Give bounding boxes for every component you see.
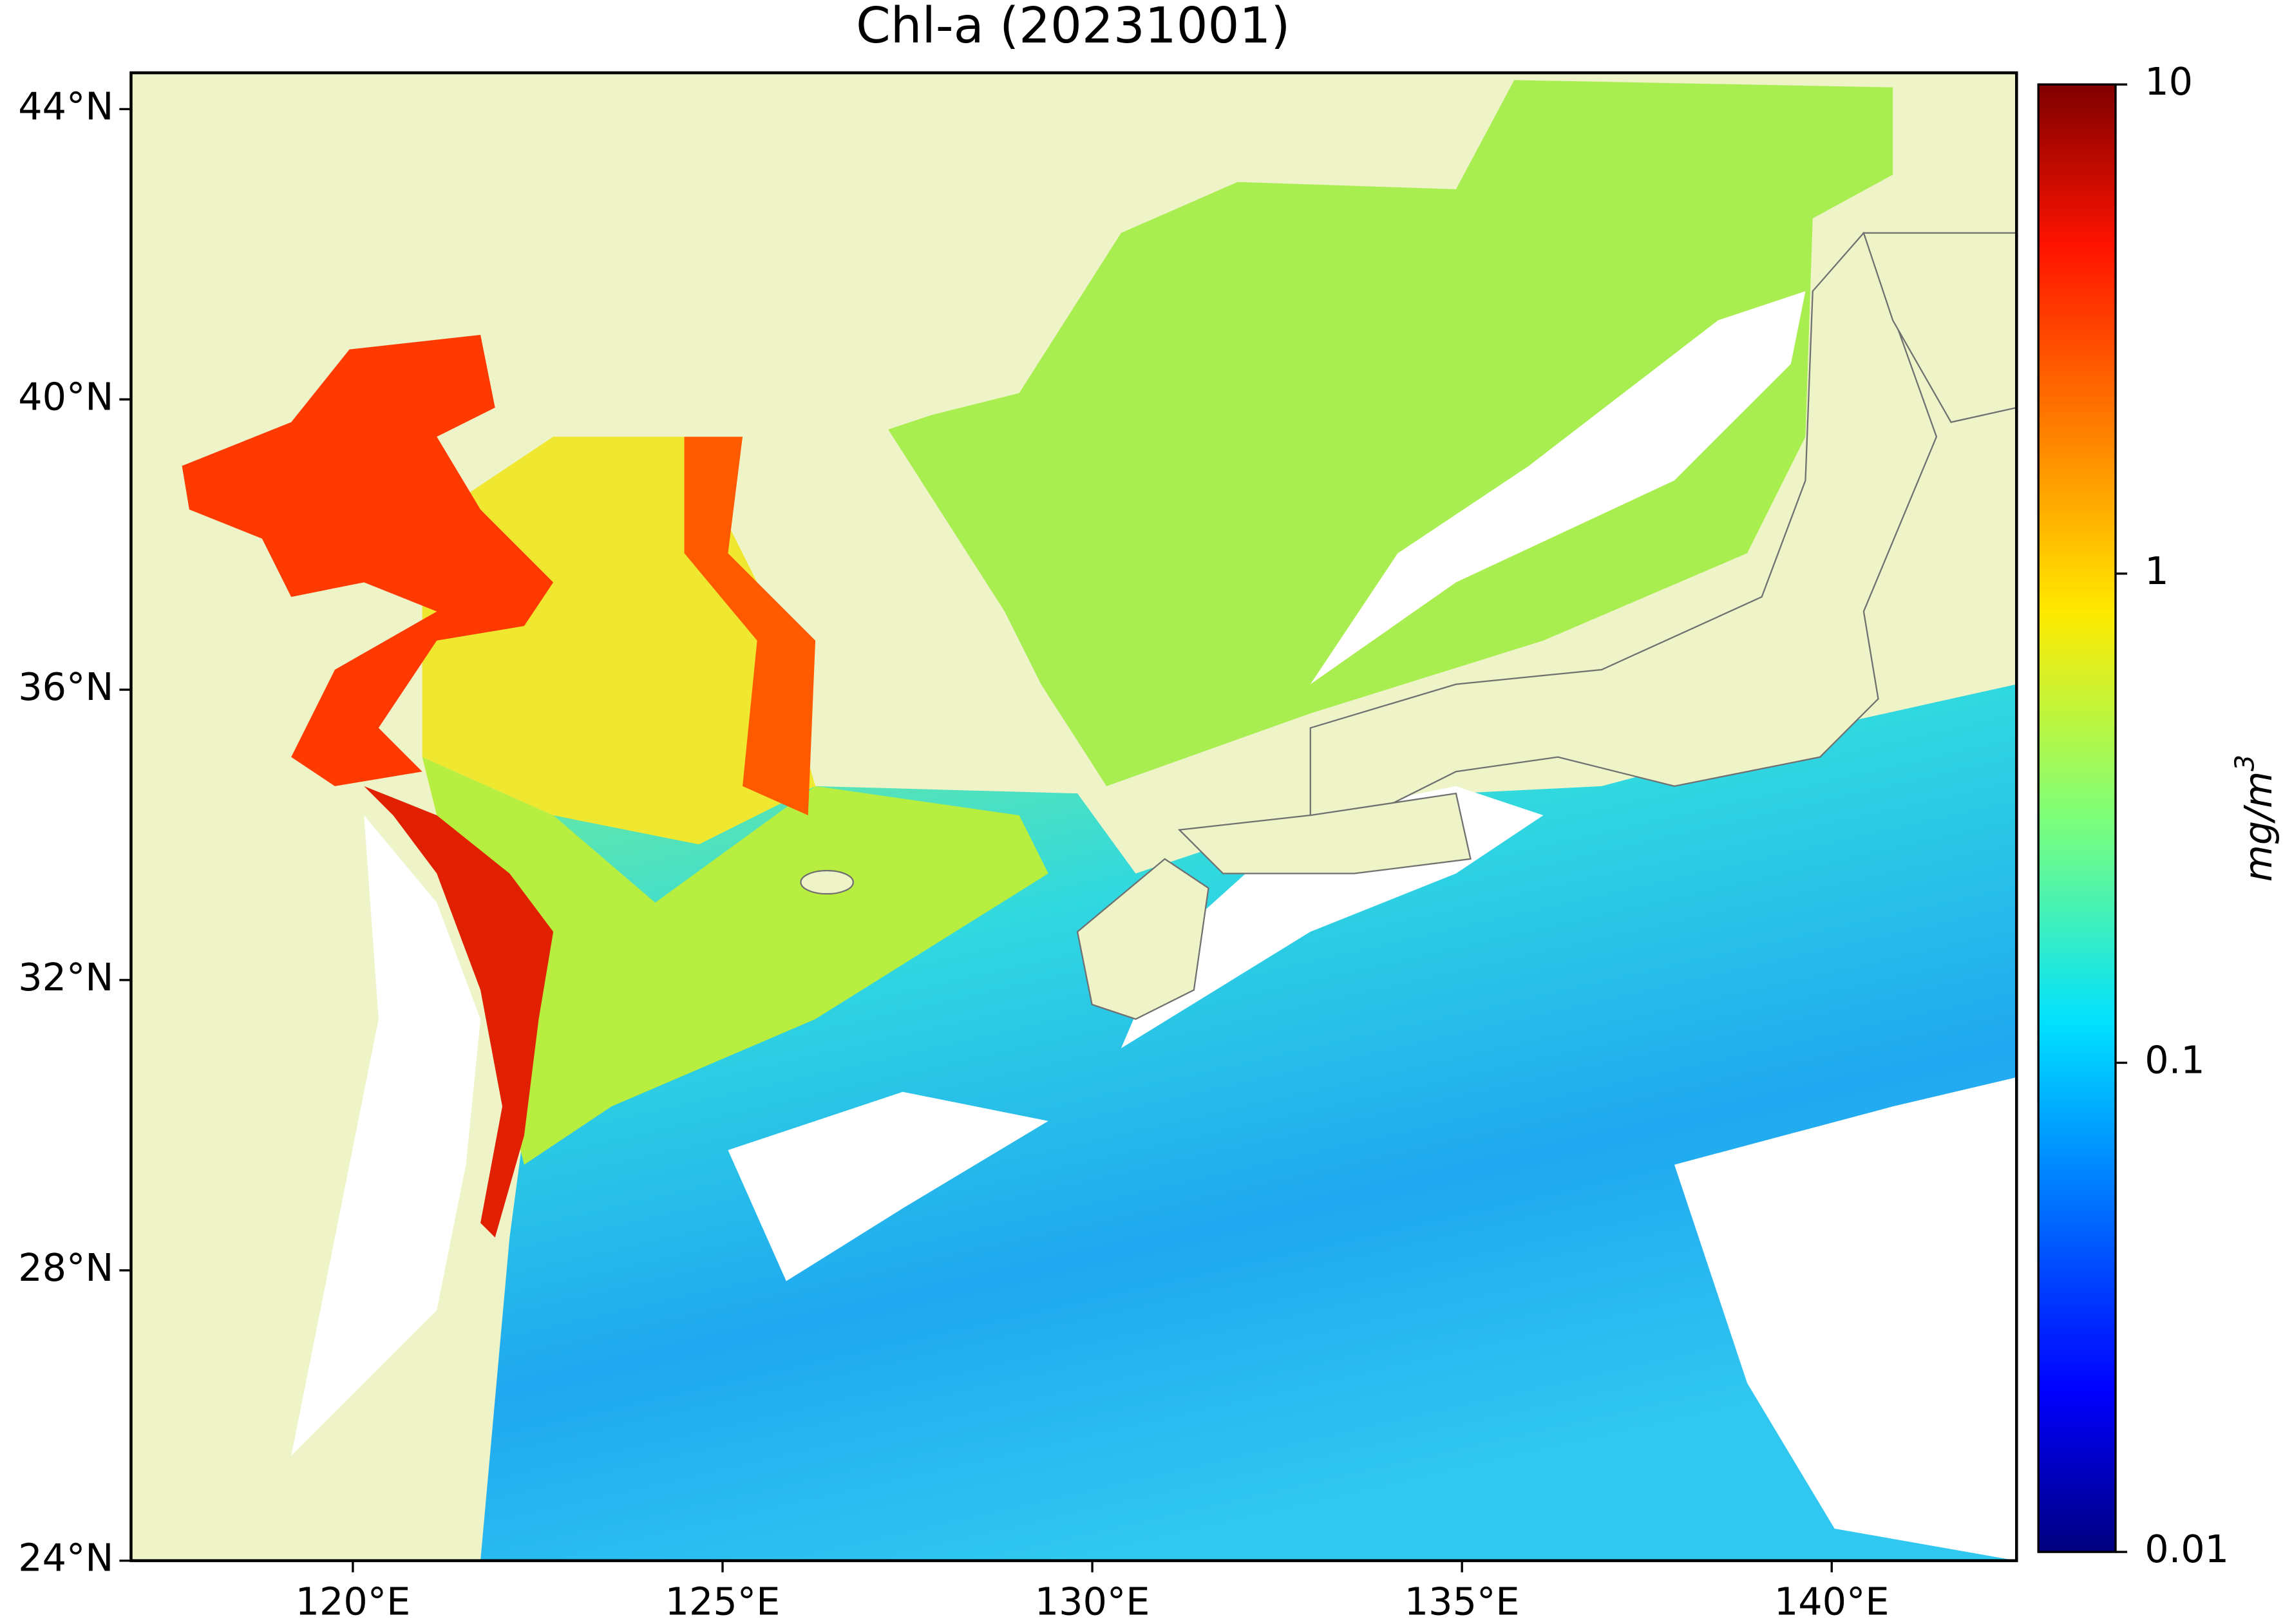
x-tick-label: 130°E (1035, 1580, 1150, 1624)
x-tick-label: 120°E (296, 1580, 411, 1624)
colorbar-tick-label: 10 (2145, 59, 2193, 104)
korea-coast-high-chl (684, 437, 816, 816)
title: Chl-a (20231001) (856, 0, 1290, 55)
colorbar-tick-label: 1 (2145, 549, 2168, 593)
coastal-high-chl (364, 786, 554, 1238)
colorbar-unit: mg/m (2236, 771, 2280, 882)
colorbar-tick-label: 0.1 (2145, 1038, 2204, 1082)
colorbar-tick-label: 0.01 (2145, 1527, 2229, 1571)
y-tick-label: 32°N (18, 955, 113, 999)
y-tick-label: 28°N (18, 1245, 113, 1290)
japan-land (800, 231, 2017, 1020)
x-tick-label: 140°E (1774, 1580, 1890, 1624)
y-tick-label: 24°N (18, 1536, 113, 1580)
cloud-gaps (291, 291, 2017, 1561)
sea-of-japan (888, 80, 1893, 786)
y-tick-label: 36°N (18, 665, 113, 709)
map-area (131, 73, 2017, 1561)
colorbar (2037, 83, 2117, 1553)
x-tick-label: 125°E (665, 1580, 781, 1624)
colorbar-label: mg/m3 (2229, 755, 2280, 882)
bohai-high-chl (182, 335, 554, 786)
y-tick-label: 44°N (18, 84, 113, 129)
y-tick-label: 40°N (18, 374, 113, 419)
east-china-sea (422, 757, 1048, 1165)
map-frame (129, 71, 2018, 1562)
colorbar-exponent: 3 (2229, 755, 2260, 771)
x-tick-label: 135°E (1405, 1580, 1520, 1624)
